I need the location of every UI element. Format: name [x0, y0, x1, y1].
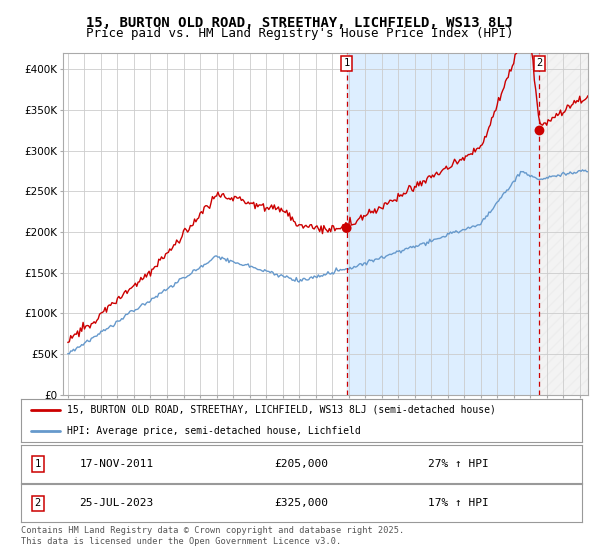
Bar — [539, 53, 588, 395]
Point — [535, 126, 544, 135]
Text: 1: 1 — [344, 58, 350, 68]
Text: 27% ↑ HPI: 27% ↑ HPI — [428, 459, 489, 469]
Text: 2: 2 — [536, 58, 542, 68]
Point — [342, 223, 352, 232]
Bar — [347, 53, 539, 395]
Text: £325,000: £325,000 — [275, 498, 329, 508]
Text: 25-JUL-2023: 25-JUL-2023 — [79, 498, 154, 508]
Text: 17-NOV-2011: 17-NOV-2011 — [79, 459, 154, 469]
Text: 1: 1 — [35, 459, 41, 469]
Text: Price paid vs. HM Land Registry's House Price Index (HPI): Price paid vs. HM Land Registry's House … — [86, 27, 514, 40]
Text: £205,000: £205,000 — [275, 459, 329, 469]
Text: Contains HM Land Registry data © Crown copyright and database right 2025.
This d: Contains HM Land Registry data © Crown c… — [21, 526, 404, 546]
Text: 17% ↑ HPI: 17% ↑ HPI — [428, 498, 489, 508]
Text: 2: 2 — [35, 498, 41, 508]
Text: 15, BURTON OLD ROAD, STREETHAY, LICHFIELD, WS13 8LJ: 15, BURTON OLD ROAD, STREETHAY, LICHFIEL… — [86, 16, 514, 30]
Text: HPI: Average price, semi-detached house, Lichfield: HPI: Average price, semi-detached house,… — [67, 426, 361, 436]
Text: 15, BURTON OLD ROAD, STREETHAY, LICHFIELD, WS13 8LJ (semi-detached house): 15, BURTON OLD ROAD, STREETHAY, LICHFIEL… — [67, 405, 496, 414]
